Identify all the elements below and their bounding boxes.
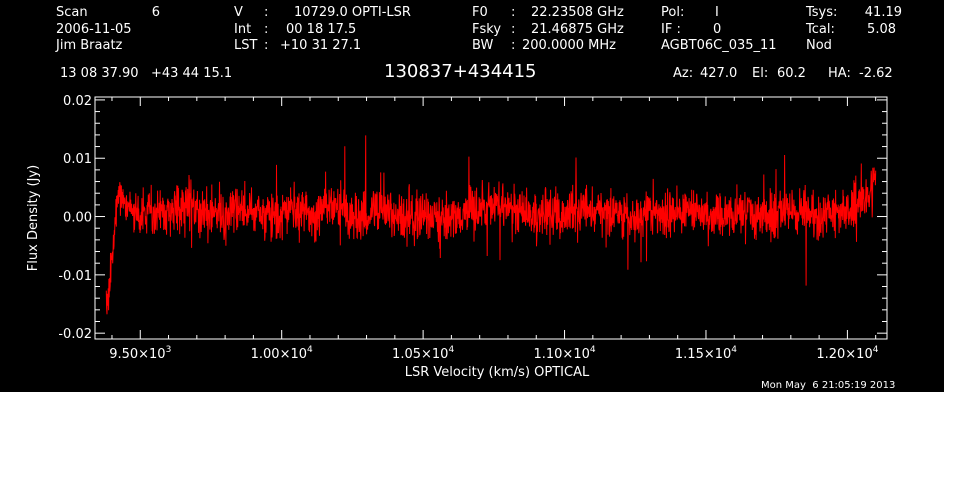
elevation-label: El:	[752, 66, 769, 81]
y-tick-label: 0.01	[63, 152, 92, 167]
lst-label: LST	[234, 38, 258, 53]
y-tick-label: 0.02	[63, 94, 92, 109]
observation-date: 2006-11-05	[56, 22, 132, 37]
tsys-label: Tsys:	[806, 5, 838, 20]
x-tick-label: 1.10×104	[533, 345, 595, 362]
if-value: 0	[713, 22, 722, 37]
scan-value: 6	[151, 5, 160, 20]
y-tick-label: -0.01	[58, 269, 92, 284]
source-coordinates: 13 08 37.90 +43 44 15.1	[60, 66, 233, 81]
observing-mode: Nod	[806, 38, 832, 53]
tcal-label: Tcal:	[806, 22, 835, 37]
hour-angle-value: -2.62	[859, 66, 893, 81]
lst-sep: :	[264, 38, 269, 53]
source-name: 130837+434415	[384, 61, 537, 82]
y-tick-label: -0.02	[58, 327, 92, 342]
plot-panel: Scan 6 2006-11-05 Jim Braatz V : 10729.0…	[0, 0, 944, 392]
lst-value: +10 31 27.1	[280, 38, 362, 53]
pol-label: Pol:	[661, 5, 685, 20]
project-id: AGBT06C_035_11	[661, 38, 777, 53]
int-value: 00 18 17.5	[286, 22, 357, 37]
f0-label: F0	[472, 5, 488, 20]
spectrum-series-line	[105, 135, 877, 315]
velocity-label: V	[234, 5, 243, 20]
scan-label: Scan	[56, 5, 88, 20]
y-axis-label: Flux Density (Jy)	[26, 165, 41, 271]
spectrum-trace-group	[105, 135, 877, 315]
x-tick-label: 1.15×104	[675, 345, 737, 362]
azimuth-label: Az:	[673, 66, 694, 81]
fsky-value: 21.46875 GHz	[531, 22, 624, 37]
bw-value: 200.0000 MHz	[522, 38, 616, 53]
x-tick-label: 1.20×104	[816, 345, 878, 362]
hour-angle-label: HA:	[828, 66, 851, 81]
azimuth-value: 427.0	[700, 66, 738, 81]
plot-frame	[94, 96, 888, 340]
x-axis-label: LSR Velocity (km/s) OPTICAL	[405, 365, 590, 380]
int-label: Int	[234, 22, 252, 37]
x-tick-label: 1.00×104	[251, 345, 313, 362]
fsky-sep: :	[511, 22, 516, 37]
f0-sep: :	[511, 5, 516, 20]
bw-sep: :	[511, 38, 516, 53]
fsky-label: Fsky	[472, 22, 502, 37]
spectrum-chart: 9.50×103 1.00×104 1.05×104 1.10×104 1.15×104…	[26, 94, 888, 380]
x-axis: 9.50×103 1.00×104 1.05×104 1.10×104 1.15×104…	[109, 97, 879, 362]
f0-value: 22.23508 GHz	[531, 5, 624, 20]
elevation-value: 60.2	[777, 66, 806, 81]
velocity-value: 10729.0 OPTI-LSR	[294, 5, 411, 20]
x-tick-label: 1.05×104	[392, 345, 454, 362]
plot-timestamp: Mon May 6 21:05:19 2013	[761, 380, 896, 391]
y-axis: -0.02 -0.01 0.00 0.01 0.02	[58, 94, 887, 342]
x-tick-label: 9.50×103	[109, 345, 171, 362]
tcal-value: 5.08	[867, 22, 896, 37]
if-label: IF :	[661, 22, 681, 37]
y-tick-label: 0.00	[63, 211, 92, 226]
observer-name: Jim Braatz	[56, 38, 123, 53]
velocity-sep: :	[264, 5, 269, 20]
int-sep: :	[264, 22, 269, 37]
pol-value: I	[715, 5, 719, 20]
bw-label: BW	[472, 38, 494, 53]
tsys-value: 41.19	[864, 5, 902, 20]
